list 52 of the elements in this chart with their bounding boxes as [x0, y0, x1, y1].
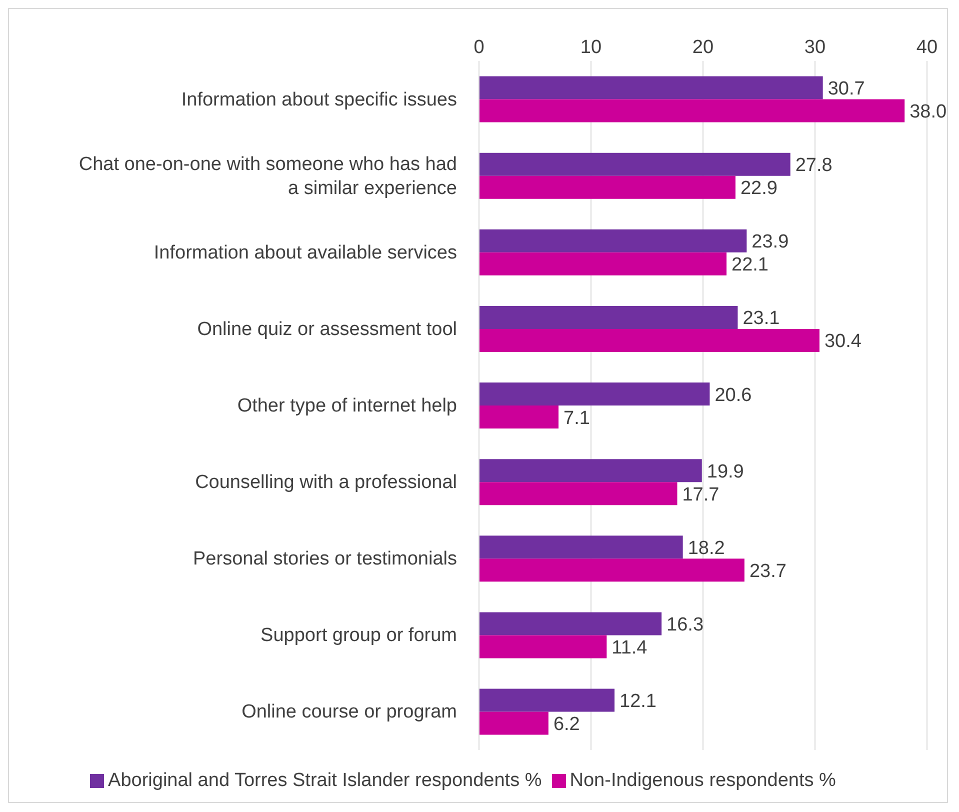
legend-label: Non-Indigenous respondents % — [570, 770, 836, 791]
data-label: 22.9 — [740, 178, 778, 200]
x-tick-label: 40 — [916, 37, 938, 58]
y-tick-label: Personal stories or testimonials — [193, 548, 457, 570]
x-tick-label: 30 — [804, 37, 826, 58]
x-tick-label: 0 — [474, 37, 484, 58]
data-label: 30.7 — [828, 78, 865, 100]
data-label: 17.7 — [682, 484, 720, 506]
data-label: 16.3 — [666, 614, 704, 636]
bar — [479, 558, 744, 582]
data-label: 22.1 — [732, 254, 769, 276]
bar — [479, 536, 683, 559]
y-tick-label: Chat one-on-one with someone who has had a similar experience — [78, 153, 457, 198]
data-label: 23.1 — [742, 308, 780, 330]
bar — [479, 328, 820, 352]
bar — [479, 635, 607, 658]
data-label: 7.1 — [564, 408, 590, 429]
bar — [479, 459, 702, 482]
data-label: 6.2 — [553, 714, 580, 735]
bar — [479, 406, 559, 429]
bar — [479, 482, 678, 506]
bar — [479, 306, 738, 329]
y-tick-label: Online quiz or assessment tool — [197, 318, 457, 340]
bar — [479, 712, 548, 735]
bar — [479, 688, 615, 712]
x-tick-label: 10 — [580, 37, 602, 58]
bar — [479, 99, 905, 122]
data-label: 11.4 — [612, 637, 648, 658]
data-label: 20.6 — [714, 384, 752, 406]
data-label: 18.2 — [688, 538, 725, 559]
legend-label: Aboriginal and Torres Strait Islander respondents % — [108, 770, 542, 791]
x-tick-label: 20 — [692, 37, 714, 58]
data-label: 19.9 — [706, 461, 744, 482]
data-label: 30.4 — [824, 331, 862, 352]
y-tick-label: Support group or forum — [260, 624, 457, 646]
bar — [479, 176, 736, 199]
bar — [479, 229, 747, 252]
y-tick-label: Information about specific issues — [181, 88, 457, 110]
data-label: 23.7 — [749, 560, 786, 582]
y-tick-label: Counselling with a professional — [195, 472, 457, 493]
y-tick-label: Other type of internet help — [237, 395, 457, 416]
data-label: 38.0 — [910, 102, 947, 123]
y-tick-label: Information about available services — [154, 242, 457, 263]
data-label: 27.8 — [795, 155, 832, 176]
data-label: 12.1 — [620, 691, 657, 712]
bar — [479, 612, 662, 636]
data-label: 23.9 — [752, 232, 789, 253]
bar — [479, 152, 790, 176]
bar — [479, 382, 710, 406]
bar — [479, 76, 823, 100]
y-tick-label: Online course or program — [242, 701, 457, 722]
bar — [479, 252, 727, 276]
